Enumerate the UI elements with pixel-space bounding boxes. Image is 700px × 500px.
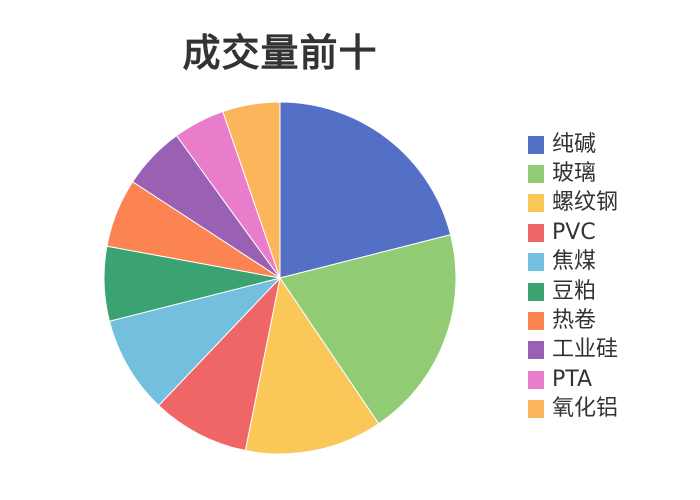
pie-slice-4 <box>108 277 282 407</box>
legend-item-5: 豆粕 <box>528 277 688 306</box>
legend-label: 纯碱 <box>552 131 597 157</box>
legend-label: 豆粕 <box>552 278 597 304</box>
legend-item-8: PTA <box>528 365 688 394</box>
legend-label: 工业硅 <box>552 337 619 363</box>
legend-item-4: 焦煤 <box>528 248 688 277</box>
legend-swatch <box>528 165 544 184</box>
pie-slice-9 <box>222 101 281 279</box>
legend-swatch <box>528 194 544 213</box>
legend-label: PVC <box>552 219 596 245</box>
legend-item-0: 纯碱 <box>528 130 688 159</box>
legend-swatch <box>528 282 544 301</box>
legend-swatch <box>528 400 544 419</box>
legend-item-3: PVC <box>528 218 688 247</box>
legend-swatch <box>528 312 544 331</box>
legend-item-2: 螺纹钢 <box>528 189 688 218</box>
legend-item-7: 工业硅 <box>528 336 688 365</box>
legend-swatch <box>528 135 544 154</box>
legend-label: 热卷 <box>552 308 597 334</box>
pie-chart <box>103 101 457 455</box>
legend-swatch <box>528 341 544 360</box>
legend-label: PTA <box>552 366 593 392</box>
chart-title: 成交量前十 <box>182 31 378 75</box>
legend-label: 焦煤 <box>552 249 597 275</box>
legend-swatch <box>528 223 544 242</box>
legend-label: 氧化铝 <box>552 396 619 422</box>
pie-slices <box>103 101 457 455</box>
legend-swatch <box>528 370 544 389</box>
legend-swatch <box>528 253 544 272</box>
pie-slice-3 <box>157 276 281 452</box>
legend-label: 玻璃 <box>552 161 597 187</box>
pie-slice-1 <box>279 234 457 425</box>
legend-item-6: 热卷 <box>528 306 688 335</box>
legend: 纯碱玻璃螺纹钢 PVC 焦煤豆粕热卷工业硅 PTA 氧化铝 <box>528 130 688 424</box>
legend-label: 螺纹钢 <box>552 190 619 216</box>
legend-item-9: 氧化铝 <box>528 395 688 424</box>
legend-item-1: 玻璃 <box>528 159 688 188</box>
pie-slice-2 <box>244 276 380 455</box>
pie-slice-0 <box>279 101 452 279</box>
